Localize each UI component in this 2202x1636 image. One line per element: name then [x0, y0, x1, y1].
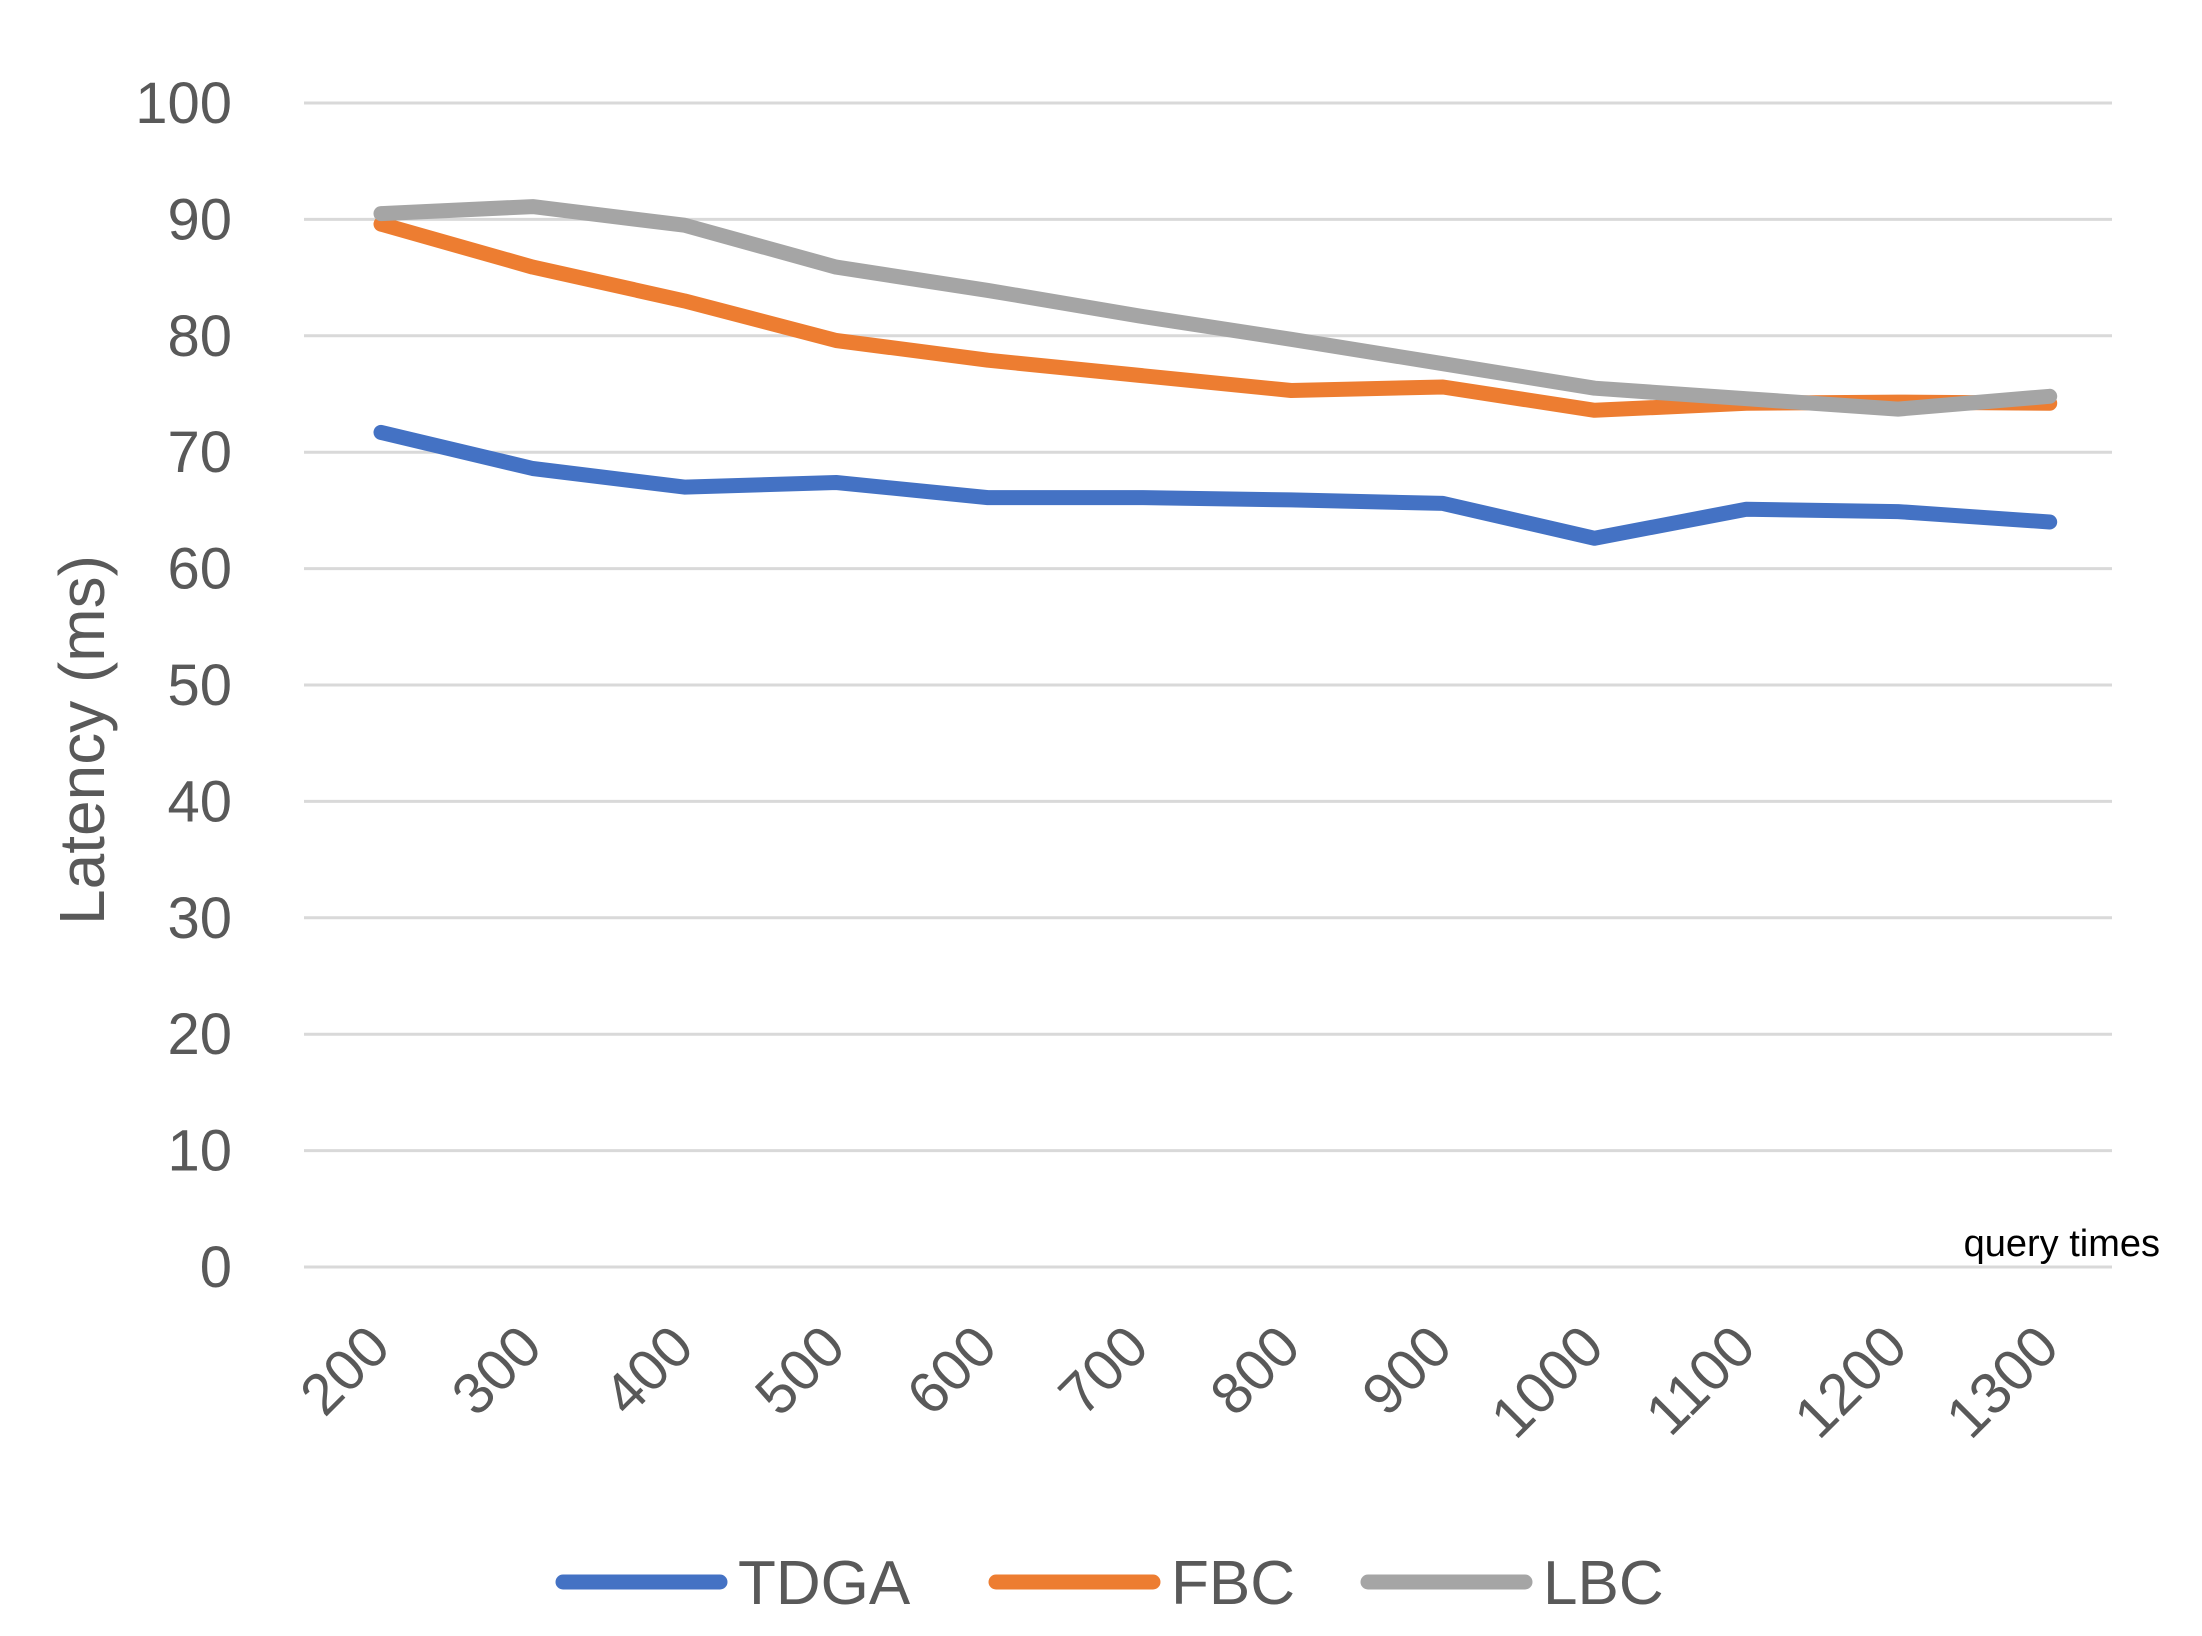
y-tick-label: 20 — [167, 1002, 232, 1067]
x-tick-label: 600 — [895, 1313, 1009, 1427]
x-tick-label: 900 — [1350, 1313, 1464, 1427]
y-tick-label: 100 — [135, 71, 232, 136]
x-tick-label: 700 — [1046, 1313, 1160, 1427]
series-line-lbc — [373, 199, 2058, 417]
y-tick-label: 40 — [167, 769, 232, 834]
series-lines — [373, 199, 2058, 546]
y-tick-label: 50 — [167, 653, 232, 718]
legend-label-tdga: TDGA — [738, 1549, 911, 1618]
x-tick-label: 1300 — [1934, 1313, 2071, 1450]
gridlines — [304, 101, 2112, 1269]
x-tick-label: 1100 — [1633, 1313, 1767, 1447]
legend-label-fbc: FBC — [1171, 1549, 1295, 1618]
x-tick-label: 1200 — [1782, 1313, 1919, 1450]
y-tick-label: 10 — [167, 1119, 232, 1184]
y-axis-title: Latency (ms) — [46, 555, 118, 925]
x-tick-label: 200 — [288, 1313, 402, 1427]
series-line-fbc — [373, 216, 2058, 418]
x-tick-label: 800 — [1198, 1313, 1312, 1427]
legend: TDGA FBC LBC — [555, 1549, 1664, 1618]
legend-label-lbc: LBC — [1543, 1549, 1664, 1618]
series-line-tdga — [373, 424, 2058, 546]
x-axis-title: query times — [1964, 1223, 2160, 1265]
y-tick-label: 30 — [167, 886, 232, 951]
x-tick-label: 500 — [743, 1313, 857, 1427]
y-tick-label: 80 — [167, 304, 232, 369]
y-axis-ticks: 0 10 20 30 40 50 60 70 80 90 100 — [135, 71, 232, 1300]
x-tick-label: 300 — [439, 1313, 553, 1427]
x-axis-ticks: 200 300 400 500 600 700 800 900 1000 1100 1200 1300 — [288, 1313, 2071, 1450]
y-tick-label: 0 — [200, 1235, 232, 1300]
y-tick-label: 60 — [167, 537, 232, 602]
x-tick-label: 400 — [591, 1313, 705, 1427]
y-tick-label: 70 — [167, 420, 232, 485]
y-tick-label: 90 — [167, 187, 232, 252]
x-tick-label: 1000 — [1479, 1313, 1616, 1450]
